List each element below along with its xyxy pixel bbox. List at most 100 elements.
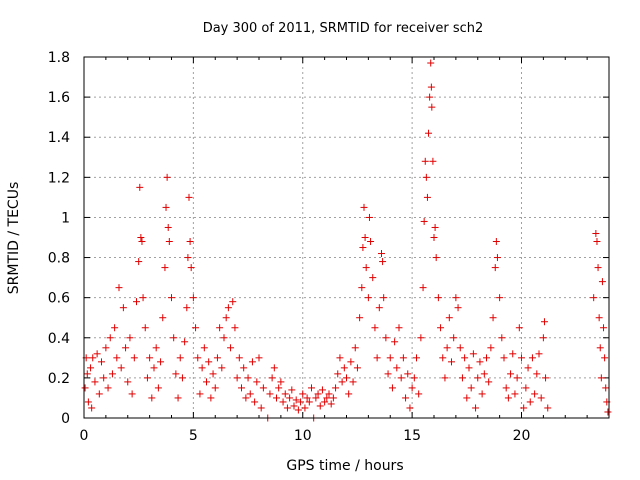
data-point <box>152 344 160 352</box>
data-point <box>384 370 392 378</box>
data-point <box>391 338 399 346</box>
data-point <box>511 390 519 398</box>
data-point <box>216 324 224 332</box>
y-tick-label: 0.8 <box>48 251 70 267</box>
data-point <box>157 358 165 366</box>
data-point <box>419 284 427 292</box>
plot-frame <box>83 56 610 419</box>
data-point <box>224 304 232 312</box>
data-point <box>539 334 547 342</box>
data-point <box>353 364 361 372</box>
x-axis-label: GPS time / hours <box>286 458 403 474</box>
data-point <box>528 354 536 362</box>
data-point <box>207 394 215 402</box>
data-point <box>393 364 401 372</box>
data-point <box>270 364 278 372</box>
y-tick-label: 0.6 <box>48 291 70 307</box>
data-point <box>251 398 259 406</box>
data-point <box>329 394 337 402</box>
data-point <box>500 354 508 362</box>
data-point <box>432 254 440 262</box>
data-point <box>83 370 91 378</box>
data-point <box>509 350 517 358</box>
data-point <box>427 59 435 67</box>
data-point <box>189 294 197 302</box>
data-point <box>594 264 602 272</box>
data-point <box>113 354 121 362</box>
data-point <box>437 324 445 332</box>
data-point <box>598 278 606 286</box>
data-point <box>135 258 143 266</box>
data-point <box>84 398 92 406</box>
data-point <box>406 404 414 412</box>
data-point <box>115 284 123 292</box>
data-point <box>379 258 387 266</box>
data-point <box>314 390 322 398</box>
data-point <box>347 358 355 366</box>
data-point <box>492 238 500 246</box>
data-point <box>183 304 191 312</box>
data-point <box>211 384 219 392</box>
data-point <box>343 374 350 382</box>
data-point <box>358 284 366 292</box>
y-tick-label: 1.2 <box>48 170 70 186</box>
data-point <box>428 103 436 111</box>
data-point <box>427 83 435 91</box>
data-point <box>119 304 127 312</box>
data-point <box>596 344 604 352</box>
data-point <box>305 398 313 406</box>
data-point <box>266 390 274 398</box>
data-point <box>498 334 506 342</box>
data-point <box>111 324 119 332</box>
data-point <box>168 294 175 302</box>
data-point <box>524 364 532 372</box>
data-point <box>593 238 601 246</box>
y-tick-label: 0.4 <box>48 331 70 347</box>
data-point <box>141 324 149 332</box>
data-point <box>485 378 493 386</box>
data-point <box>469 350 477 358</box>
data-point <box>415 390 423 398</box>
data-point <box>81 384 89 392</box>
data-point <box>526 398 534 406</box>
x-tick-label: 0 <box>80 428 89 444</box>
y-tick-label: 1.6 <box>48 90 70 106</box>
data-point <box>100 374 108 382</box>
data-point <box>422 173 430 181</box>
data-point <box>441 374 449 382</box>
data-point <box>242 394 250 402</box>
data-point <box>159 314 167 322</box>
x-tick-label: 10 <box>294 428 312 444</box>
data-point <box>463 394 471 402</box>
data-point <box>542 374 550 382</box>
data-point <box>163 173 171 181</box>
data-point <box>600 324 608 332</box>
x-tick-label: 15 <box>403 428 421 444</box>
data-point <box>178 374 186 382</box>
data-point <box>124 378 132 386</box>
data-point <box>316 402 324 410</box>
data-point <box>467 384 475 392</box>
data-point <box>489 314 497 322</box>
data-point <box>253 378 261 386</box>
data-point <box>533 370 541 378</box>
data-point <box>334 370 342 378</box>
data-point <box>399 354 407 362</box>
data-point <box>126 334 134 342</box>
data-point <box>380 294 388 302</box>
y-tick-label: 0 <box>61 411 70 427</box>
data-point <box>369 274 377 282</box>
data-point <box>238 384 245 392</box>
data-point <box>402 394 410 402</box>
data-point <box>408 384 416 392</box>
data-point <box>362 264 370 272</box>
data-point <box>294 406 302 414</box>
data-point <box>88 404 96 412</box>
data-point <box>102 344 110 352</box>
data-point <box>200 344 208 352</box>
data-point <box>461 354 469 362</box>
x-axis-tick-labels: 0 5 10 15 20 <box>80 428 531 444</box>
data-point <box>518 354 525 362</box>
data-point <box>450 334 458 342</box>
